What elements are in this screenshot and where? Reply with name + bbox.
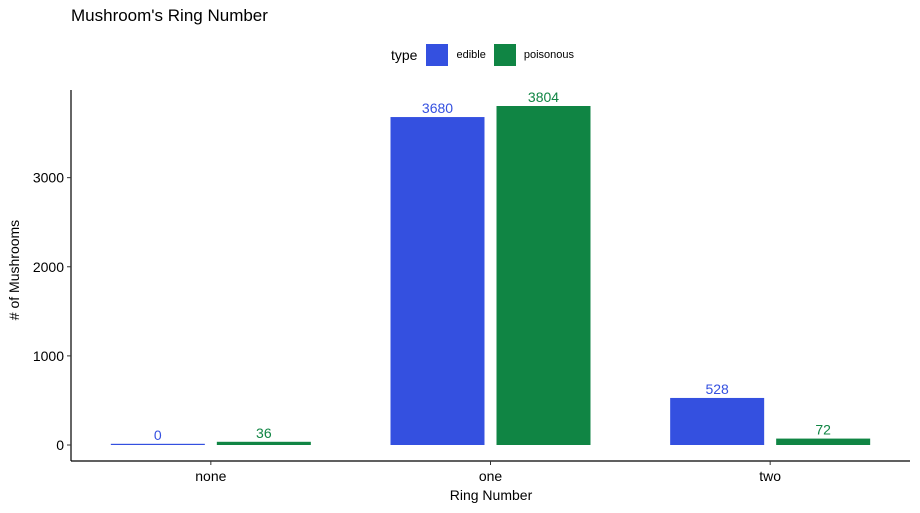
bar-edible-two xyxy=(670,397,765,445)
y-tick-label: 3000 xyxy=(33,170,64,186)
data-label-edible-one: 3680 xyxy=(422,100,453,116)
bar-poisonous-two xyxy=(776,438,871,445)
data-label-edible-two: 528 xyxy=(705,381,729,397)
y-tick-label: 2000 xyxy=(33,259,64,275)
legend: type edible poisonous xyxy=(391,43,582,67)
x-tick-label-one: one xyxy=(479,468,503,484)
bar-poisonous-one xyxy=(496,106,591,445)
x-tick-label-none: none xyxy=(195,468,226,484)
legend-swatch-poisonous xyxy=(493,44,516,66)
bar-edible-none xyxy=(110,443,205,445)
legend-label-poisonous: poisonous xyxy=(523,49,574,61)
axes: 0 1000 2000 3000 none one two xyxy=(33,90,910,484)
y-tick-label: 0 xyxy=(56,437,64,453)
x-tick-label-two: two xyxy=(759,468,781,484)
data-label-poisonous-one: 3804 xyxy=(528,89,559,105)
legend-title: type xyxy=(391,47,418,63)
legend-item-edible: edible xyxy=(426,44,486,66)
bar-edible-one xyxy=(390,117,485,445)
bars xyxy=(110,106,871,445)
legend-item-poisonous: poisonous xyxy=(493,44,574,66)
legend-label-edible: edible xyxy=(456,49,486,61)
data-label-poisonous-none: 36 xyxy=(256,425,272,441)
data-labels: 0 36 3680 3804 528 72 xyxy=(154,89,831,443)
data-label-edible-none: 0 xyxy=(154,427,162,443)
chart-title: Mushroom's Ring Number xyxy=(71,6,268,25)
bar-poisonous-none xyxy=(216,441,311,445)
data-label-poisonous-two: 72 xyxy=(815,422,831,438)
y-tick-label: 1000 xyxy=(33,348,64,364)
x-axis-label: Ring Number xyxy=(450,487,533,503)
legend-swatch-edible xyxy=(426,44,449,66)
y-axis-label: # of Mushrooms xyxy=(6,220,22,320)
